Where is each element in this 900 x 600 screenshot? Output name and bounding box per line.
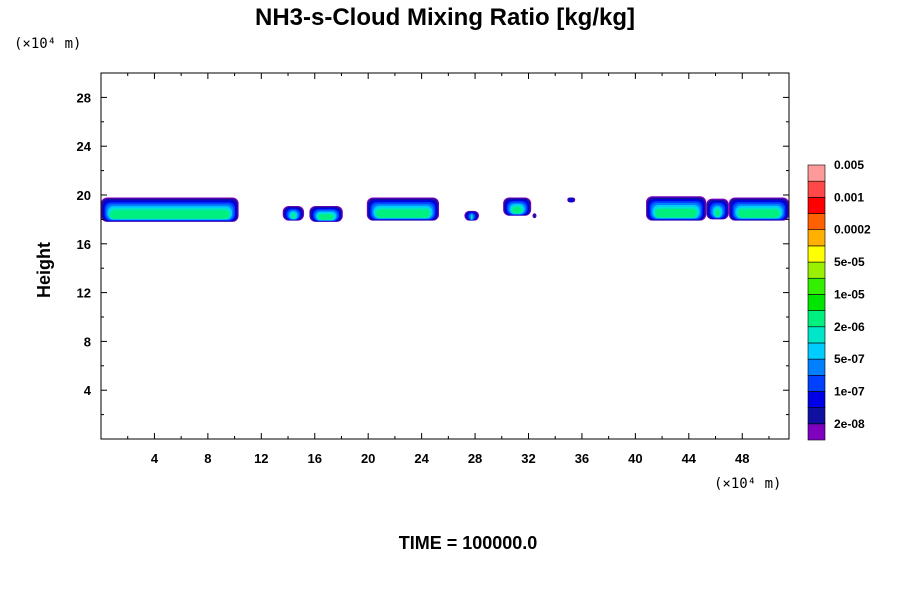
colorbar-swatch-4 <box>807 358 826 376</box>
colorbar-label-6: 0.0002 <box>834 223 871 237</box>
colorbar-swatch-3 <box>807 374 826 392</box>
colorbar-swatch-13 <box>807 213 826 231</box>
colorbar-label-4: 1e-05 <box>834 287 865 301</box>
colorbar: 2e-08 1e-07 5e-07 2e-06 1e-05 5e-05 0.0002 0.00… <box>807 158 871 441</box>
x-tick-label-6: 28 <box>468 451 482 466</box>
y-tick-label-0: 4 <box>84 383 92 398</box>
x-tick-label-0: 4 <box>151 451 159 466</box>
cloud-band <box>569 198 574 203</box>
time-label: TIME = 100000.0 <box>399 533 538 553</box>
cloud-band <box>376 209 430 218</box>
y-tick-label-4: 20 <box>77 188 91 203</box>
x-tick-label-7: 32 <box>521 451 535 466</box>
colorbar-swatch-15 <box>807 180 826 198</box>
cloud-patch-4 <box>464 210 480 221</box>
colorbar-label-8: 0.005 <box>834 158 864 172</box>
cloud-patch-10 <box>728 197 789 221</box>
y-unit-label: (×10⁴ m) <box>14 36 81 52</box>
cloud-patch-9 <box>706 198 729 220</box>
cloud-band <box>512 206 522 214</box>
cloud-patch-0 <box>101 197 239 222</box>
colorbar-swatch-10 <box>807 261 826 279</box>
colorbar-swatch-9 <box>807 277 826 295</box>
cloud-patch-8 <box>646 196 707 221</box>
colorbar-swatch-16 <box>807 164 826 182</box>
x-tick-label-8: 36 <box>575 451 589 466</box>
cloud-band <box>110 210 230 219</box>
cloud-patch-6 <box>532 213 537 219</box>
x-tick-label-9: 40 <box>628 451 642 466</box>
colorbar-label-7: 0.001 <box>834 190 864 204</box>
cloud-patch-1 <box>282 205 305 221</box>
colorbar-swatch-0 <box>807 423 826 441</box>
y-tick-label-2: 12 <box>77 286 91 301</box>
cloud-patch-7 <box>567 197 576 203</box>
y-axis-label: Height <box>34 242 54 298</box>
cloud-band <box>715 209 720 217</box>
colorbar-swatch-1 <box>807 407 826 425</box>
colorbar-label-0: 2e-08 <box>834 417 865 431</box>
colorbar-swatch-2 <box>807 391 826 408</box>
colorbar-swatch-6 <box>807 326 826 344</box>
cloud-band <box>470 215 473 220</box>
y-tick-label-5: 24 <box>77 139 92 154</box>
colorbar-label-3: 2e-06 <box>834 320 865 334</box>
colorbar-swatch-8 <box>807 294 826 311</box>
cloud-field <box>101 196 789 222</box>
y-tick-label-3: 16 <box>77 237 91 252</box>
x-tick-label-5: 24 <box>414 451 429 466</box>
colorbar-label-2: 5e-07 <box>834 352 865 366</box>
x-tick-label-4: 20 <box>361 451 375 466</box>
y-tick-label-6: 28 <box>77 90 91 105</box>
colorbar-swatch-14 <box>807 197 826 214</box>
x-tick-label-3: 16 <box>308 451 322 466</box>
colorbar-swatch-12 <box>807 229 826 247</box>
cloud-patch-2 <box>309 205 343 222</box>
x-unit-label: (×10⁴ m) <box>714 476 781 492</box>
cloud-band <box>533 213 536 219</box>
colorbar-label-1: 1e-07 <box>834 384 865 398</box>
cloud-band <box>655 208 697 218</box>
colorbar-label-5: 5e-05 <box>834 255 865 269</box>
chart-title: NH3-s-Cloud Mixing Ratio [kg/kg] <box>255 4 635 31</box>
cloud-band <box>318 214 334 220</box>
colorbar-swatch-5 <box>807 342 826 360</box>
colorbar-swatch-11 <box>807 245 826 263</box>
plot-frame <box>100 72 790 440</box>
cloud-patch-3 <box>366 197 439 221</box>
x-tick-label-10: 44 <box>682 451 697 466</box>
cloud-patch-5 <box>503 197 532 216</box>
x-tick-label-1: 8 <box>204 451 211 466</box>
colorbar-swatch-7 <box>807 310 826 328</box>
x-tick-label-2: 12 <box>254 451 268 466</box>
cloud-band <box>738 209 780 218</box>
cloud-band <box>292 213 295 219</box>
y-tick-label-1: 8 <box>84 334 91 349</box>
x-tick-label-11: 48 <box>735 451 749 466</box>
